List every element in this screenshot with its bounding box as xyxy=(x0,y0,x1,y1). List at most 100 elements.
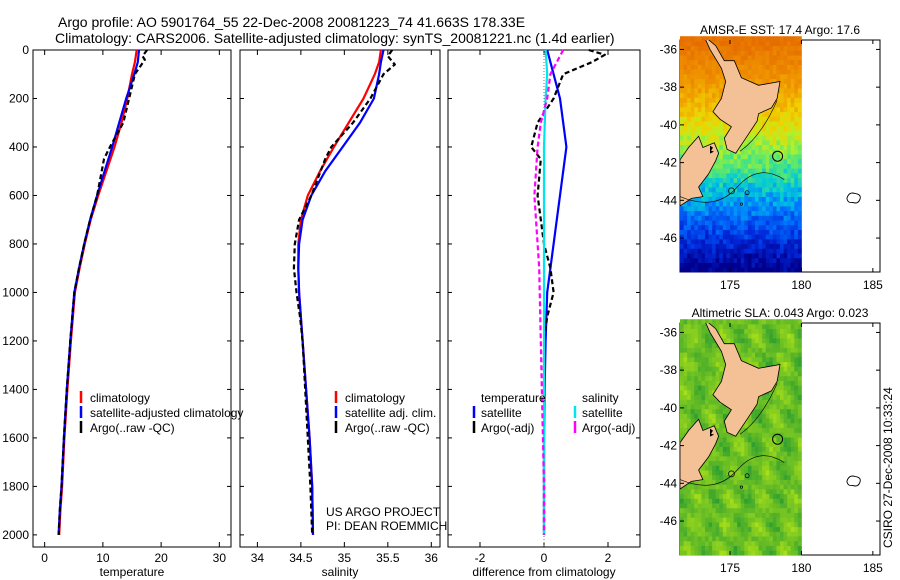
map-cell xyxy=(701,498,706,504)
map-cell xyxy=(787,210,792,216)
map-cell xyxy=(744,493,749,499)
map-cell xyxy=(790,328,795,334)
map-cell xyxy=(733,243,738,249)
map-cell xyxy=(719,455,724,462)
map-cell xyxy=(747,73,752,80)
map-cell xyxy=(694,394,699,400)
map-cell xyxy=(687,503,692,509)
map-cell xyxy=(787,158,792,164)
map-cell xyxy=(694,210,699,216)
map-cell xyxy=(715,408,720,414)
map-cell xyxy=(790,408,795,414)
map-cell xyxy=(687,224,692,230)
map-cell xyxy=(712,210,717,216)
map-cell xyxy=(765,342,770,348)
map-cell xyxy=(712,498,717,504)
map-cell xyxy=(751,432,756,438)
map-cell xyxy=(797,234,802,240)
map-cell xyxy=(712,163,717,169)
map-cell xyxy=(694,106,699,113)
map-cell xyxy=(726,55,731,61)
map-cell xyxy=(705,484,709,490)
map-cell xyxy=(737,460,742,466)
map-cell xyxy=(797,262,802,268)
map-cell xyxy=(726,484,731,490)
map-cell xyxy=(794,488,799,495)
map-cell xyxy=(776,234,781,240)
map-cell xyxy=(783,238,788,245)
map-cell xyxy=(697,385,702,391)
map-cell xyxy=(755,154,759,160)
map-cell xyxy=(780,97,784,103)
map-cell xyxy=(776,437,781,443)
map-cell xyxy=(787,441,792,447)
map-cell xyxy=(712,474,717,480)
map-cell xyxy=(680,342,684,348)
map-cell xyxy=(783,521,788,528)
map-cell xyxy=(708,540,713,546)
map-cell xyxy=(715,328,720,334)
map-cell xyxy=(769,521,774,528)
map-cell xyxy=(733,50,738,56)
map-cell xyxy=(776,229,781,235)
map-cell xyxy=(715,507,720,513)
map-cell xyxy=(690,229,695,235)
map-cell xyxy=(772,413,777,419)
map-cell xyxy=(790,267,795,273)
map-cell xyxy=(694,64,699,70)
map-cell xyxy=(726,446,731,452)
map-cell xyxy=(744,521,749,528)
map-cell xyxy=(722,512,727,518)
map-cell xyxy=(787,418,792,424)
map-cell xyxy=(719,328,724,334)
chatham-islands xyxy=(846,475,861,487)
map-cell xyxy=(697,102,702,108)
map-cell xyxy=(697,78,702,84)
x-tick-label: 0 xyxy=(41,551,48,565)
map-cell xyxy=(790,234,795,240)
map-cell xyxy=(690,484,695,490)
map-cell xyxy=(772,182,777,188)
map-cell xyxy=(683,121,688,127)
map-cell xyxy=(737,253,742,259)
map-cell xyxy=(765,253,770,259)
map-cell xyxy=(755,215,759,221)
map-cell xyxy=(758,413,763,419)
map-cell xyxy=(683,135,688,141)
map-cell xyxy=(769,550,774,556)
map-cell xyxy=(762,210,767,216)
map-cell xyxy=(701,116,706,122)
map-cell xyxy=(712,550,717,556)
map-cell xyxy=(747,319,752,325)
map-cell xyxy=(726,229,731,235)
map-cell xyxy=(740,205,745,212)
map-cell xyxy=(762,408,767,414)
map-cell xyxy=(787,92,792,98)
map-cell xyxy=(765,422,770,429)
map-cell xyxy=(751,154,756,160)
map-cell xyxy=(755,262,759,268)
map-cell xyxy=(769,40,774,47)
map-cell xyxy=(694,352,699,358)
map-cell xyxy=(705,521,709,528)
map-cell xyxy=(783,323,788,330)
map-cell xyxy=(697,45,702,51)
map-cell xyxy=(776,451,781,457)
map-cell xyxy=(790,55,795,61)
map-cell xyxy=(730,243,734,249)
map-cell xyxy=(680,399,684,405)
map-cell xyxy=(694,36,699,42)
map-cell xyxy=(747,536,752,542)
map-cell xyxy=(705,503,709,509)
map-cell xyxy=(780,503,784,509)
map-cell xyxy=(780,253,784,259)
map-cell xyxy=(697,50,702,56)
map-cell xyxy=(765,470,770,476)
map-cell xyxy=(701,111,706,117)
map-cell xyxy=(794,106,799,113)
map-cell xyxy=(680,375,684,381)
legend-label-temp-argo: Argo(-adj) xyxy=(481,421,534,435)
map-cell xyxy=(697,243,702,249)
map-cell xyxy=(740,220,745,226)
map-cell xyxy=(701,210,706,216)
